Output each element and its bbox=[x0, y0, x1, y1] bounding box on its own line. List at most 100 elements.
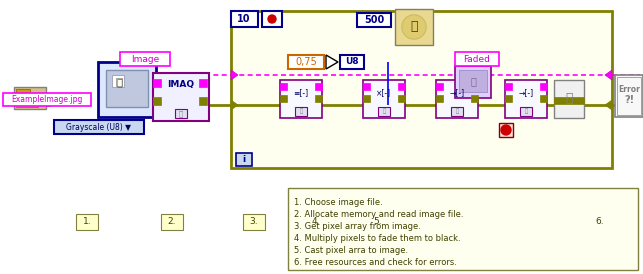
Bar bbox=[436, 83, 443, 90]
Polygon shape bbox=[605, 70, 612, 80]
Text: 🗑: 🗑 bbox=[565, 93, 573, 105]
Bar bbox=[367, 214, 389, 230]
Text: 2. Allocate memory and read image file.: 2. Allocate memory and read image file. bbox=[294, 210, 464, 219]
Text: ?!: ?! bbox=[624, 95, 634, 105]
Text: 📄: 📄 bbox=[116, 77, 122, 87]
Bar bbox=[398, 95, 405, 102]
Text: ExampleImage.jpg: ExampleImage.jpg bbox=[12, 95, 83, 104]
Text: →[-]: →[-] bbox=[449, 89, 464, 98]
Bar bbox=[112, 75, 124, 87]
Text: U8: U8 bbox=[345, 58, 359, 67]
Text: 🔒: 🔒 bbox=[383, 109, 386, 114]
Text: 🔒: 🔒 bbox=[455, 109, 458, 114]
Text: 6. Free resources and check for errors.: 6. Free resources and check for errors. bbox=[294, 258, 457, 267]
Bar bbox=[471, 95, 478, 102]
Bar bbox=[589, 214, 611, 230]
Bar bbox=[540, 83, 547, 90]
Text: 📁: 📁 bbox=[28, 95, 32, 101]
Bar bbox=[106, 70, 148, 107]
Bar bbox=[395, 9, 433, 45]
Bar bbox=[315, 83, 322, 90]
Text: 1.: 1. bbox=[83, 218, 91, 227]
Text: ≡[-]: ≡[-] bbox=[293, 89, 309, 98]
Bar bbox=[505, 80, 547, 118]
Text: 🔒: 🔒 bbox=[300, 109, 303, 114]
Circle shape bbox=[501, 125, 511, 135]
Bar bbox=[288, 188, 638, 270]
Bar bbox=[161, 214, 183, 230]
Text: 0,75: 0,75 bbox=[295, 57, 317, 67]
Bar bbox=[554, 80, 584, 118]
Bar bbox=[340, 55, 364, 69]
Text: 📄: 📄 bbox=[470, 76, 476, 86]
Bar bbox=[363, 83, 370, 90]
Polygon shape bbox=[231, 100, 238, 110]
Bar bbox=[14, 87, 46, 109]
Text: 🔒: 🔒 bbox=[179, 110, 183, 117]
Bar bbox=[231, 11, 258, 27]
Polygon shape bbox=[605, 100, 612, 110]
Bar bbox=[280, 83, 287, 90]
Text: 5. Cast pixel arra to image.: 5. Cast pixel arra to image. bbox=[294, 246, 408, 255]
Text: i: i bbox=[242, 155, 246, 164]
Bar bbox=[3, 93, 91, 106]
Bar bbox=[262, 11, 282, 27]
Circle shape bbox=[268, 15, 276, 23]
Text: 6.: 6. bbox=[595, 218, 604, 227]
Bar bbox=[98, 62, 156, 117]
Bar bbox=[280, 95, 287, 102]
Bar bbox=[455, 52, 499, 66]
Text: 4. Multiply pixels to fade them to black.: 4. Multiply pixels to fade them to black… bbox=[294, 234, 460, 243]
Bar bbox=[378, 107, 390, 116]
Text: 5.: 5. bbox=[374, 218, 383, 227]
Text: 3. Get pixel array from image.: 3. Get pixel array from image. bbox=[294, 222, 421, 231]
Circle shape bbox=[403, 16, 425, 38]
Bar bbox=[505, 83, 512, 90]
Bar bbox=[398, 83, 405, 90]
Bar bbox=[520, 107, 532, 116]
Text: ×[-]: ×[-] bbox=[376, 89, 392, 98]
Text: Error: Error bbox=[618, 84, 640, 93]
Circle shape bbox=[402, 15, 426, 39]
Text: 🔒: 🔒 bbox=[525, 109, 528, 114]
Bar bbox=[554, 97, 584, 104]
Bar bbox=[153, 73, 209, 121]
Bar bbox=[505, 95, 512, 102]
Bar bbox=[16, 89, 30, 97]
Bar bbox=[459, 70, 487, 92]
Bar bbox=[617, 77, 641, 115]
Bar bbox=[120, 52, 170, 66]
Bar bbox=[363, 95, 370, 102]
Text: 4.: 4. bbox=[312, 218, 320, 227]
Bar bbox=[315, 95, 322, 102]
Bar bbox=[288, 55, 324, 69]
Text: ⏱: ⏱ bbox=[410, 21, 418, 33]
Bar bbox=[363, 80, 405, 118]
Bar bbox=[243, 214, 265, 230]
Bar bbox=[175, 109, 187, 118]
Text: →[-]: →[-] bbox=[518, 89, 534, 98]
Bar bbox=[16, 97, 38, 107]
Polygon shape bbox=[231, 70, 238, 80]
Bar bbox=[451, 107, 463, 116]
Text: 500: 500 bbox=[364, 15, 384, 25]
Text: 1. Choose image file.: 1. Choose image file. bbox=[294, 198, 383, 207]
Bar bbox=[436, 80, 478, 118]
Polygon shape bbox=[326, 55, 338, 69]
Bar bbox=[295, 107, 307, 116]
Text: 2.: 2. bbox=[168, 218, 176, 227]
Bar bbox=[471, 83, 478, 90]
Bar bbox=[499, 123, 513, 137]
Bar bbox=[436, 95, 443, 102]
Bar bbox=[236, 153, 252, 166]
Text: 10: 10 bbox=[237, 14, 251, 24]
Text: 3.: 3. bbox=[249, 218, 258, 227]
Bar bbox=[199, 97, 207, 105]
Bar bbox=[199, 79, 207, 87]
Bar bbox=[280, 80, 322, 118]
Bar bbox=[615, 75, 643, 117]
Bar bbox=[116, 78, 122, 86]
Bar bbox=[455, 66, 491, 98]
Bar bbox=[153, 79, 161, 87]
Bar bbox=[540, 95, 547, 102]
